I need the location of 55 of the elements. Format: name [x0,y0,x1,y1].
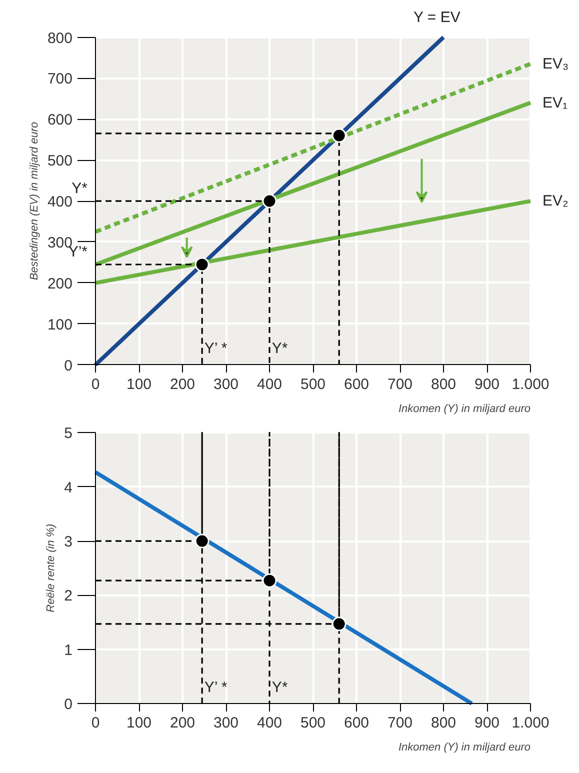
x-axis-title: Inkomen (Y) in miljard euro [398,402,531,415]
point [262,194,277,208]
x-tick-label: 1.000 [512,714,550,732]
point [194,534,210,548]
x-tick-label: 600 [344,376,370,393]
point [262,573,277,588]
y-tick-label: 2 [64,588,72,605]
x-tick-label: 900 [474,376,500,393]
y-tick-label: 700 [47,70,73,88]
x-tick-label: 500 [300,376,326,393]
y-axis-title: Bestedingen (EV) in miljard euro [28,122,40,280]
y-tick-label: 400 [47,194,73,211]
x-tick-label: 100 [126,714,152,732]
annotation: Y* [72,180,88,198]
x-tick-label: 600 [344,714,370,732]
x-tick-label: 700 [387,714,413,732]
x-tick-label: 800 [430,714,456,732]
y-tick-label: 1 [64,642,72,659]
y-tick-label: 100 [47,316,73,334]
annotation: Y’ * [204,340,228,357]
y-tick-label: 600 [47,112,73,129]
x-tick-label: 0 [91,714,100,732]
annotation: Y* [272,678,288,696]
x-tick-label: 200 [170,376,196,393]
x-tick-label: 400 [256,376,282,393]
series-label: EV₂ [542,192,569,210]
x-tick-label: 0 [91,376,100,393]
point [332,128,346,143]
x-axis-title: Inkomen (Y) in miljard euro [398,742,531,754]
series-label: EV₃ [542,55,569,72]
point [332,616,346,632]
series-label: Y = EV [414,8,460,26]
y-tick-label: 500 [47,152,73,170]
y-tick-label: 0 [64,357,72,374]
y-tick-label: 5 [64,425,72,442]
x-tick-label: 200 [170,714,196,732]
point [194,257,210,272]
x-tick-label: 1.000 [512,376,550,393]
x-tick-label: 500 [300,714,326,732]
x-tick-label: 900 [474,714,500,732]
x-tick-label: 400 [256,714,282,732]
series-label: EV₁ [542,94,568,112]
y-tick-label: 3 [64,534,72,551]
x-tick-label: 100 [126,376,152,393]
annotation: Y’ * [204,678,228,696]
x-tick-label: 800 [430,376,456,393]
x-tick-label: 300 [213,376,239,393]
annotation: Y* [272,340,288,357]
y-axis-title: Reële rente (in %) [45,523,58,612]
x-tick-label: 700 [387,376,413,393]
y-tick-label: 800 [47,30,73,47]
y-tick-label: 4 [64,479,72,496]
y-tick-label: 0 [64,696,72,714]
x-tick-label: 300 [213,714,239,732]
y-tick-label: 200 [47,275,73,292]
